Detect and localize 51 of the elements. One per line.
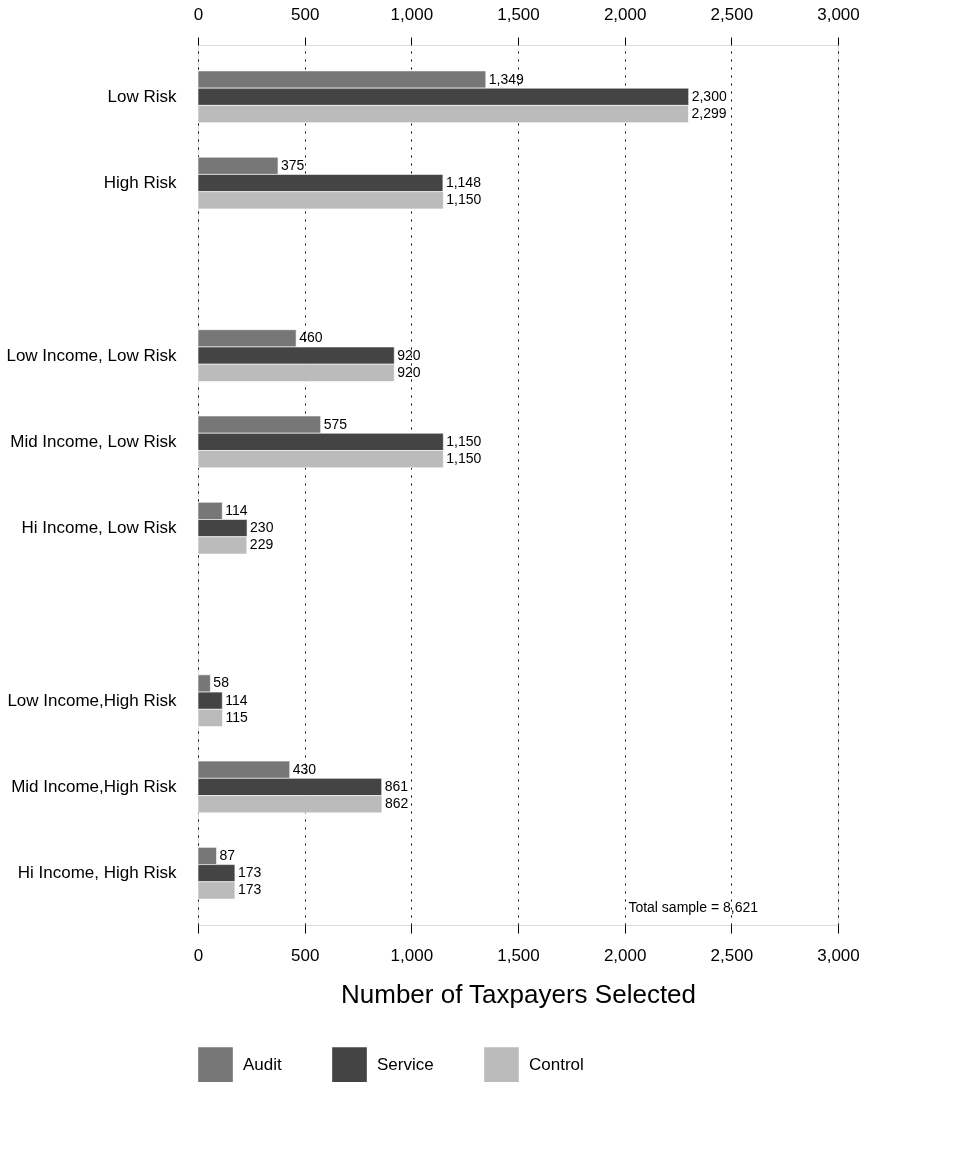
x-tick-label: 500 [290,945,320,965]
y-tick-label: Low Income, Low Risk [6,345,177,365]
annotation: Total sample = 8,621 [628,899,759,915]
data-label: 1,150 [446,191,482,208]
data-label: 115 [225,708,249,725]
data-label: 2,299 [691,105,727,122]
data-label: 460 [299,329,323,346]
y-tick-label: Hi Income, Low Risk [21,518,177,538]
data-label: 1,148 [445,174,482,191]
data-label: 230 [250,519,274,536]
data-label: 173 [237,864,262,881]
data-label: 575 [323,415,348,432]
data-label: 229 [249,536,274,553]
data-label: 861 [384,777,409,794]
x-tick-label: 1,000 [390,945,434,965]
y-tick-label: Low Income,High Risk [7,690,177,710]
legend-label: Service [377,1054,434,1074]
data-label: 862 [384,795,409,812]
y-tick-label: Mid Income, Low Risk [10,431,177,451]
data-label: 173 [237,881,262,898]
data-label: 2,300 [691,87,727,104]
y-tick-label: High Risk [103,173,177,193]
data-label: 58 [213,674,230,691]
x2-tick-label: 0 [193,4,204,24]
x2-tick-label: 2,500 [710,4,754,24]
x-tick-label: 1,500 [497,945,540,965]
x-tick-label: 2,500 [710,945,754,965]
x-axis-title: Number of Taxpayers Selected [340,978,697,1009]
data-label: 114 [225,691,248,708]
data-label: 430 [292,760,317,777]
y-tick-label: Hi Income, High Risk [17,863,177,883]
legend-label: Control [529,1054,584,1074]
data-label: 114 [225,501,248,518]
x2-tick-label: 1,500 [497,4,540,24]
legend-label: Audit [243,1054,283,1074]
x2-tick-label: 500 [290,4,320,24]
data-label: 920 [397,346,421,363]
x2-tick-label: 1,000 [390,4,434,24]
data-label: 1,150 [446,450,482,467]
x-tick-label: 0 [193,945,204,965]
y-tick-label: Mid Income,High Risk [11,776,177,796]
y-tick-label: Low Risk [107,86,177,106]
x2-tick-label: 2,000 [603,4,647,24]
x-tick-label: 3,000 [817,945,860,965]
data-label: 1,150 [446,432,482,449]
data-label: 375 [281,156,305,173]
data-label: 1,349 [488,70,525,87]
x-tick-label: 2,000 [603,945,647,965]
x2-tick-label: 3,000 [817,4,860,24]
data-label: 87 [219,846,236,863]
data-label: 920 [397,363,421,380]
